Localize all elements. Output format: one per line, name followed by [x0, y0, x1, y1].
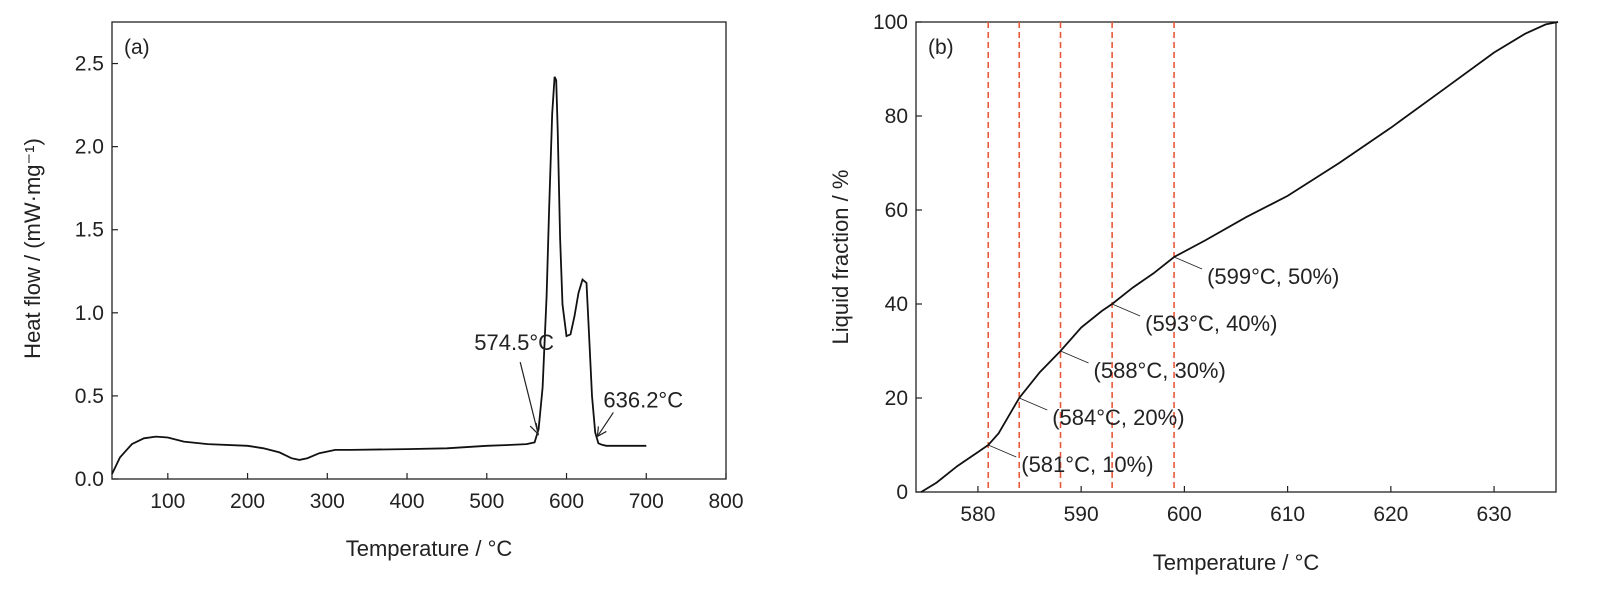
panel-b-annotation-leader: [1019, 397, 1048, 411]
panel-a-arrowhead-endset: [596, 426, 607, 438]
panel-b-x-axis-title: Temperature / °C: [1153, 550, 1320, 575]
panel-b-y-tick-label: 80: [885, 105, 908, 128]
panel-b-annotation-label: (599°C, 50%): [1207, 264, 1339, 289]
panel-b-label: (b): [928, 36, 954, 59]
panel-b-liquid-fraction-chart: 580 590 600 610 620 630 0 20 40 60 80 100 (b) (581°C,…: [828, 11, 1559, 575]
panel-b-annotation-label: (584°C, 20%): [1052, 405, 1184, 430]
panel-b-x-tick-label: 600: [1167, 503, 1202, 526]
panel-a-annotation-onset: 574.5°C: [474, 330, 554, 355]
panel-b-annotation-leader: [1060, 350, 1089, 364]
panel-a-y-tick-label: 0.0: [75, 468, 104, 491]
panel-a-x-tick-label: 200: [230, 490, 265, 513]
panel-b-annotation-label: (593°C, 40%): [1145, 311, 1277, 336]
panel-b-x-tick-label: 610: [1270, 503, 1305, 526]
panel-a-arrowhead-onset: [529, 422, 540, 436]
panel-a-heat-flow-curve: [111, 76, 647, 475]
panel-b-annotation-leader: [988, 444, 1017, 458]
panel-a-arrow-endset: [596, 412, 614, 437]
panel-a-x-tick-label: 300: [310, 490, 345, 513]
panel-a-x-tick-label: 600: [549, 490, 584, 513]
panel-a-label: (a): [124, 36, 150, 59]
panel-b-y-tick-label: 40: [885, 293, 908, 316]
panel-b-annotation-leader: [1111, 303, 1141, 317]
panel-b-annotation-leader: [1173, 256, 1203, 270]
panel-a-y-tick-label: 2.5: [75, 53, 104, 76]
panel-a-heat-flow-chart: 100 200 300 400 500 600 700 800 0.0 0.5 1.0 1.5 2.0 2…: [20, 21, 744, 561]
panel-b-y-tick-label: 100: [873, 11, 908, 34]
panel-a-x-tick-label: 400: [390, 490, 425, 513]
panel-a-x-tick-label: 700: [629, 490, 664, 513]
panel-a-arrow-onset: [519, 361, 539, 435]
panel-a-plot-frame: [111, 21, 727, 480]
panel-b-annotation-label: (581°C, 10%): [1021, 452, 1153, 477]
panel-a-x-axis-title: Temperature / °C: [346, 536, 513, 561]
panel-b-annotation-label: (588°C, 30%): [1094, 358, 1226, 383]
panel-b-y-axis-title: Liquid fraction / %: [828, 170, 853, 345]
panel-b-x-tick-label: 620: [1373, 503, 1408, 526]
panel-b-y-tick-label: 60: [885, 199, 908, 222]
panel-a-y-axis-title: Heat flow / (mW·mg⁻¹): [20, 138, 45, 359]
panel-a-y-tick-label: 1.5: [75, 219, 104, 242]
panel-a-y-tick-label: 0.5: [75, 385, 104, 408]
panel-b-y-tick-label: 0: [896, 481, 908, 504]
panel-a-x-tick-label: 100: [150, 490, 185, 513]
panel-b-x-tick-label: 590: [1064, 503, 1099, 526]
panel-a-y-tick-label: 2.0: [75, 136, 104, 159]
panel-a-annotation-endset: 636.2°C: [603, 387, 683, 412]
panel-b-y-tick-label: 20: [885, 387, 908, 410]
panel-b-liquid-fraction-curve: [920, 21, 1559, 493]
panel-a-x-tick-label: 800: [708, 490, 743, 513]
panel-b-plot-frame: [915, 21, 1557, 493]
panel-a-x-tick-label: 500: [469, 490, 504, 513]
panel-a-y-tick-label: 1.0: [75, 302, 104, 325]
panel-b-x-tick-label: 630: [1477, 503, 1512, 526]
panel-b-x-tick-label: 580: [960, 503, 995, 526]
